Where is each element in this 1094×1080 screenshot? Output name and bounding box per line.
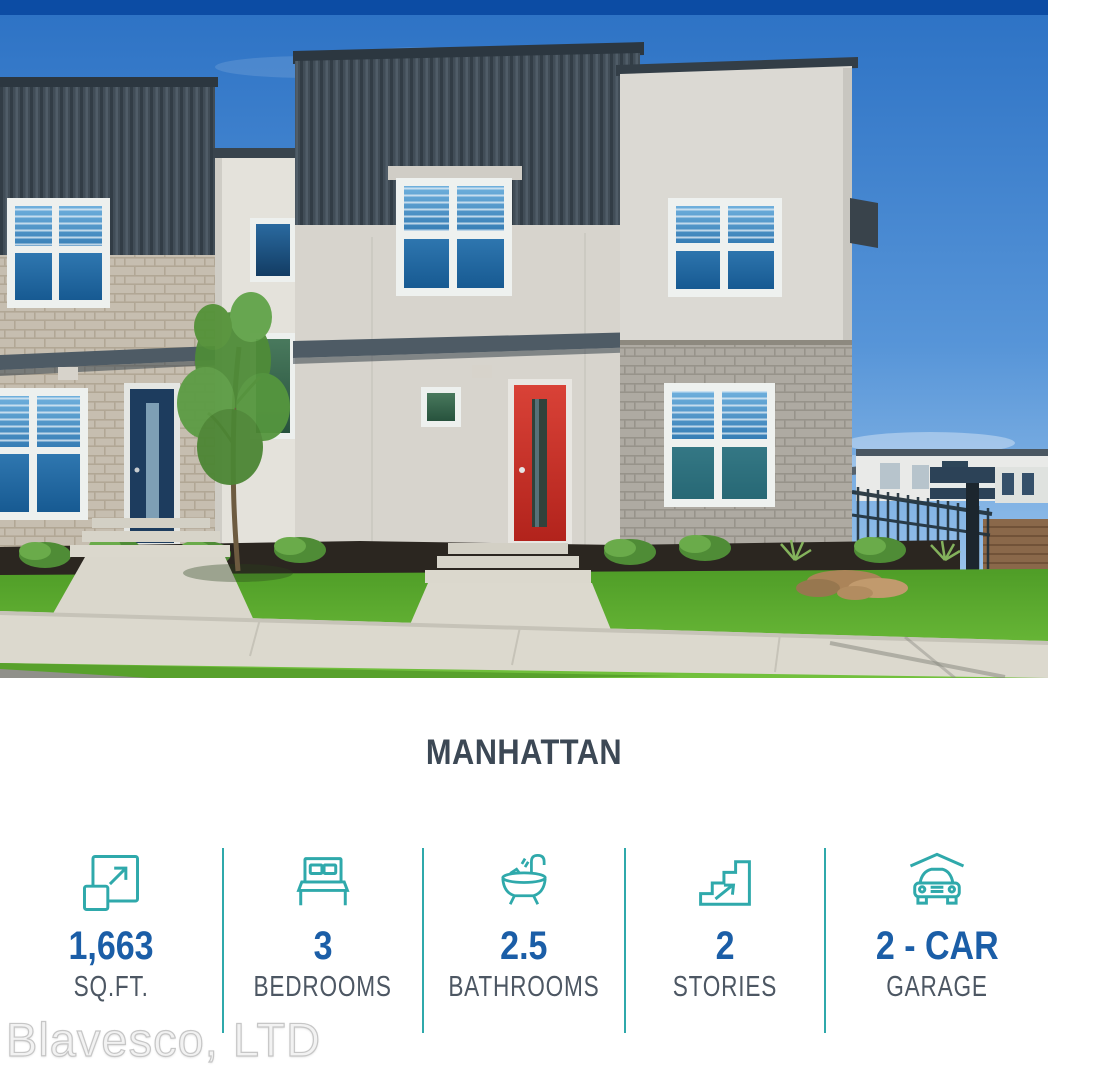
plan-title: MANHATTAN [425,733,623,772]
area-expand-icon [76,848,146,918]
stat-value: 3 [313,924,333,968]
stat-value: 2 - CAR [875,924,999,968]
stat-label: SQ.FT. [73,971,149,1003]
stat-label: BATHROOMS [448,971,600,1003]
top-accent-bar [0,0,1048,15]
stat-bedrooms: 3 BEDROOMS [222,848,422,1033]
stat-stories: 2 STORIES [624,848,824,1033]
stat-label: BEDROOMS [253,971,393,1003]
house-photo-illustration [0,15,1048,678]
stats-row: 1,663 SQ.FT. 3 BEDROOMS [0,848,1048,1033]
stat-value: 2.5 [500,924,548,968]
watermark-text: Blavesco, LTD [5,1012,322,1066]
bathtub-icon [489,848,559,918]
stat-bathrooms: 2.5 BATHROOMS [422,848,624,1033]
stat-value: 1,663 [68,924,154,968]
property-photo [0,15,1048,678]
stat-label: GARAGE [886,971,988,1003]
stat-value: 2 [715,924,735,968]
stat-garage: 2 - CAR GARAGE [824,848,1048,1033]
stat-label: STORIES [672,971,778,1003]
bed-icon [288,848,358,918]
car-garage-icon [902,848,972,918]
stat-sqft: 1,663 SQ.FT. [0,848,222,1033]
stairs-icon [690,848,760,918]
